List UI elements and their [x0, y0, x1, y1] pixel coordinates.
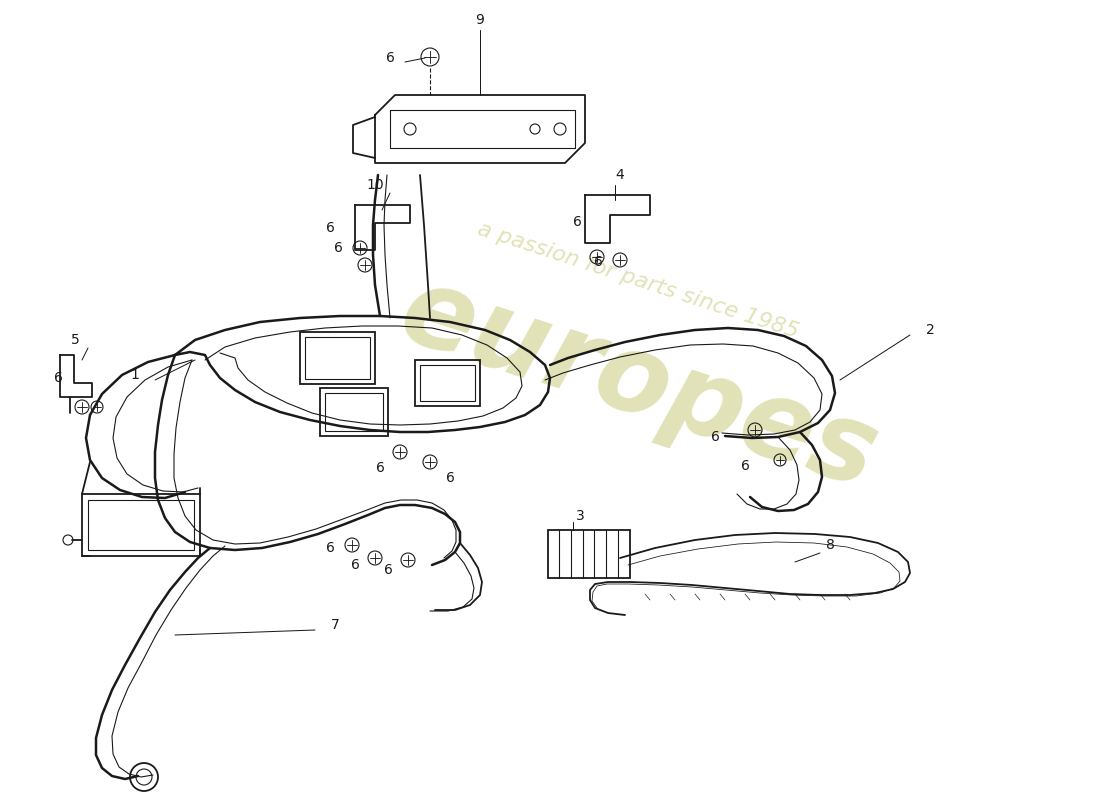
Bar	[300, 332, 375, 384]
Text: 1: 1	[131, 368, 140, 382]
Text: europes: europes	[386, 258, 890, 510]
Bar	[305, 337, 370, 379]
Text: 6: 6	[446, 471, 454, 485]
Bar	[420, 365, 475, 401]
Text: 6: 6	[740, 459, 749, 473]
Text: 6: 6	[711, 430, 719, 444]
Text: 6: 6	[594, 255, 603, 269]
Bar	[320, 388, 388, 436]
Text: 3: 3	[575, 509, 584, 523]
Text: 6: 6	[375, 461, 384, 475]
Text: 6: 6	[386, 51, 395, 65]
Text: 6: 6	[384, 563, 393, 577]
Text: 2: 2	[925, 323, 934, 337]
Text: 8: 8	[826, 538, 835, 552]
Text: 10: 10	[366, 178, 384, 192]
Text: 6: 6	[573, 215, 582, 229]
Text: 6: 6	[326, 541, 334, 555]
Text: 9: 9	[475, 13, 484, 27]
Bar	[324, 393, 383, 431]
Bar	[88, 500, 194, 550]
Bar	[82, 494, 200, 556]
Text: 7: 7	[331, 618, 340, 632]
Text: 4: 4	[616, 168, 625, 182]
Bar	[548, 530, 630, 578]
Bar	[415, 360, 480, 406]
Text: a passion for parts since 1985: a passion for parts since 1985	[475, 218, 801, 342]
Text: 5: 5	[70, 333, 79, 347]
Text: 6: 6	[333, 241, 342, 255]
Text: 6: 6	[54, 371, 63, 385]
Text: 6: 6	[351, 558, 360, 572]
Text: 6: 6	[326, 221, 334, 235]
